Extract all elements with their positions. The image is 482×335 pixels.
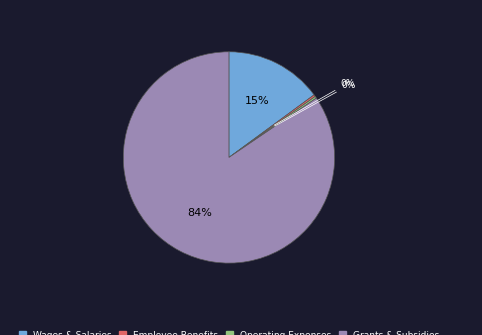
- Text: 0%: 0%: [275, 81, 356, 126]
- Wedge shape: [229, 95, 315, 157]
- Legend: Wages & Salaries, Employee Benefits, Operating Expenses, Grants & Subsidies: Wages & Salaries, Employee Benefits, Ope…: [19, 331, 439, 335]
- Wedge shape: [229, 52, 314, 157]
- Text: 15%: 15%: [245, 96, 270, 106]
- Text: 0%: 0%: [274, 79, 355, 125]
- Wedge shape: [123, 52, 335, 263]
- Wedge shape: [229, 96, 316, 157]
- Text: 84%: 84%: [187, 208, 212, 218]
